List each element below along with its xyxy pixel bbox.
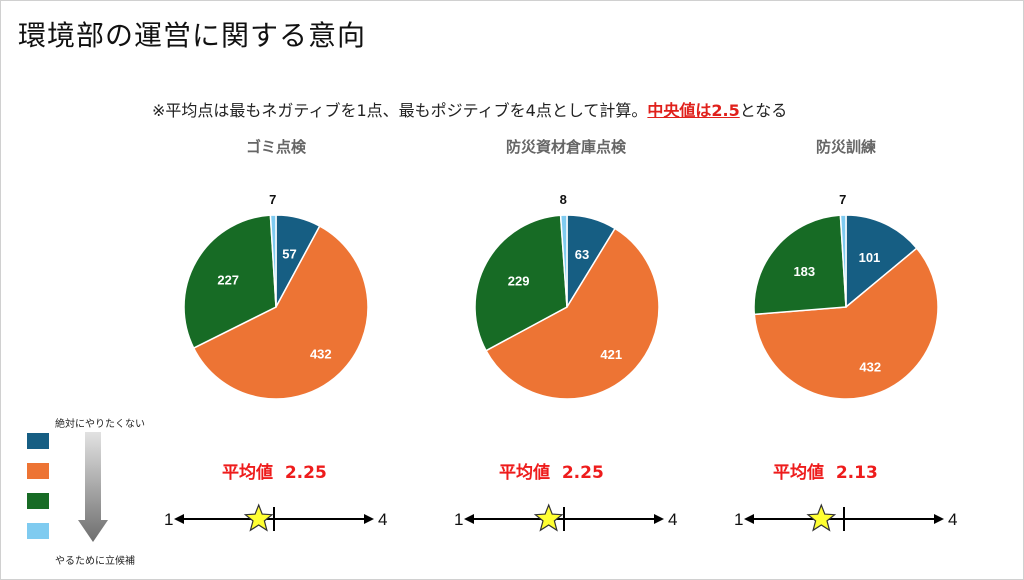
scale-min-label: 1: [454, 510, 463, 529]
data-label-green: 229: [508, 273, 530, 288]
scale-max-label: 4: [948, 510, 957, 529]
pie-chart-drill: 101 432 183 7: [753, 192, 939, 400]
data-label-blue: 63: [575, 247, 589, 262]
gradient-arrow-icon: [78, 432, 108, 542]
scale-arrow-left-icon: [174, 514, 184, 524]
scale-min-label: 1: [734, 510, 743, 529]
average-value: 2.25: [284, 463, 327, 483]
scale-max-label: 4: [668, 510, 677, 529]
legend-swatch-2: [27, 463, 49, 479]
pie-slice-blue: [845, 214, 918, 309]
chart-title-drill: 防災訓練: [815, 138, 876, 156]
data-label-orange: 432: [310, 346, 332, 361]
chart-title-warehouse: 防災資材倉庫点検: [505, 138, 626, 156]
average-label: 平均値: [499, 463, 550, 483]
average-star-icon: [243, 503, 274, 532]
scale-max-label: 4: [378, 510, 387, 529]
legend-top-label: 絶対にやりたくない: [55, 419, 145, 430]
scale-arrow-right-icon: [364, 514, 374, 524]
pie-slice-lightblue: [559, 214, 568, 308]
scale-arrow-right-icon: [934, 514, 944, 524]
data-label-orange: 421: [600, 347, 622, 362]
average-value: 2.25: [561, 463, 604, 483]
data-label-blue: 57: [282, 246, 296, 261]
legend-swatch-3: [27, 493, 49, 509]
data-label-lightblue: 7: [269, 192, 276, 207]
data-label-orange: 432: [859, 360, 881, 375]
pie-chart-garbage: 57 432 227 7: [183, 192, 369, 400]
scale-arrow-right-icon: [654, 514, 664, 524]
data-label-green: 227: [217, 272, 239, 287]
average-star-icon: [806, 503, 837, 532]
pie-slice-orange: [485, 227, 660, 400]
scale-arrow-left-icon: [744, 514, 754, 524]
data-label-lightblue: 8: [560, 192, 567, 207]
pie-slice-green: [183, 214, 277, 350]
legend-swatch-1: [27, 433, 49, 449]
data-label-blue: 101: [859, 250, 881, 265]
scale-arrow-left-icon: [464, 514, 474, 524]
pie-slice-orange: [192, 225, 369, 400]
pie-slice-green: [753, 214, 847, 316]
legend-bottom-label: やるために立候補: [55, 556, 135, 567]
legend-swatch-4: [27, 523, 49, 539]
pie-chart-warehouse: 63 421 229 8: [474, 192, 660, 400]
data-label-green: 183: [793, 264, 815, 279]
scale-min-label: 1: [164, 510, 173, 529]
pie-slice-orange: [753, 247, 939, 400]
chart-title-garbage: ゴミ点検: [245, 138, 306, 156]
average-star-icon: [533, 503, 564, 532]
pie-slice-lightblue: [839, 214, 847, 308]
average-label: 平均値: [222, 463, 273, 483]
median-highlight: 中央値は2.5: [647, 101, 740, 120]
calculation-note: ※平均点は最もネガティブを1点、最もポジティブを4点として計算。中央値は2.5と…: [152, 97, 787, 121]
data-label-lightblue: 7: [839, 192, 846, 207]
average-label: 平均値: [773, 463, 824, 483]
average-garbage: 平均値 2.25: [222, 458, 327, 483]
pie-slice-green: [474, 214, 568, 352]
average-value: 2.13: [835, 463, 878, 483]
note-suffix: となる: [739, 101, 788, 120]
average-warehouse: 平均値 2.25: [499, 458, 604, 483]
note-text: ※平均点は最もネガティブを1点、最もポジティブを4点として計算。: [152, 101, 648, 120]
pie-slice-lightblue: [269, 214, 277, 308]
average-drill: 平均値 2.13: [773, 458, 878, 483]
page-title: 環境部の運営に関する意向: [18, 19, 367, 52]
